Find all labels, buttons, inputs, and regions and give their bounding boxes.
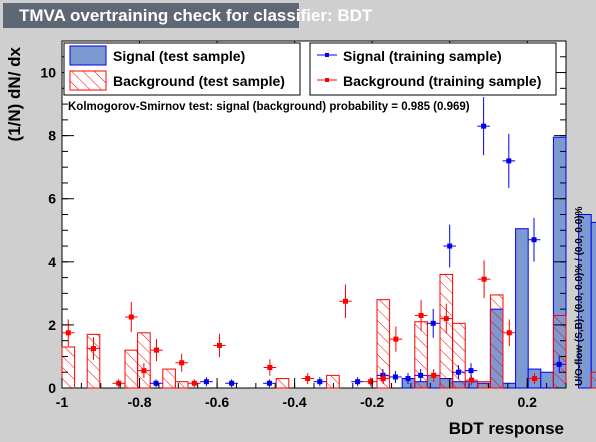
legend-background-test-swatch — [69, 70, 107, 91]
signal-train-point — [355, 379, 361, 385]
background-train-point — [531, 376, 537, 382]
y-axis-label: (1/N) dN/ dx — [5, 46, 24, 141]
background-train-point — [216, 342, 222, 348]
legend: Signal (test sample) Background (test sa… — [63, 42, 557, 96]
signal-test-bar — [590, 221, 596, 389]
signal-train-point — [405, 376, 411, 382]
background-test-bar — [124, 349, 139, 389]
chart-title: TMVA overtraining check for classifier: … — [3, 3, 372, 28]
background-train-point — [191, 380, 197, 386]
signal-train-point — [506, 158, 512, 164]
background-test-bar — [86, 333, 101, 389]
background-test-bar — [590, 371, 596, 389]
background-test-bar — [61, 346, 76, 389]
x-tick-label: 0 — [446, 394, 454, 410]
background-train-point — [179, 360, 185, 366]
y-tick-label: 6 — [48, 191, 56, 207]
legend-signal-test-swatch — [69, 45, 107, 66]
background-train-point — [90, 346, 96, 352]
training-points — [61, 97, 566, 388]
signal-train-point — [418, 372, 424, 378]
background-train-point — [368, 379, 374, 385]
signal-train-point — [481, 123, 487, 129]
y-tick-label: 2 — [48, 317, 56, 333]
legend-signal-train-marker — [325, 53, 329, 57]
signal-train-point — [266, 380, 272, 386]
legend-background-train-label: Background (training sample) — [343, 73, 541, 89]
legend-signal-train-label: Signal (training sample) — [343, 48, 502, 64]
y-tick-label: 10 — [40, 65, 56, 81]
signal-train-point — [455, 369, 461, 375]
x-tick-label: 0.2 — [517, 394, 537, 410]
legend-signal-test-label: Signal (test sample) — [113, 48, 245, 64]
background-test-bar — [162, 368, 176, 389]
background-train-point — [443, 316, 449, 322]
signal-train-point — [430, 320, 436, 326]
y-tick-label: 4 — [48, 254, 56, 270]
background-train-point — [342, 298, 348, 304]
background-train-point — [267, 364, 273, 370]
legend-background-test-label: Background (test sample) — [113, 73, 285, 89]
background-test-bar — [275, 378, 290, 389]
x-tick-label: -0.8 — [127, 394, 151, 410]
background-train-point — [380, 376, 386, 382]
background-train-point — [116, 380, 122, 386]
y-tick-label: 0 — [48, 380, 56, 396]
background-train-point — [393, 336, 399, 342]
signal-train-point — [531, 237, 537, 243]
background-train-point — [468, 377, 474, 383]
signal-train-point — [229, 380, 235, 386]
legend-background-train-marker — [325, 78, 329, 82]
background-test-bar — [137, 332, 151, 389]
x-tick-label: -0.4 — [283, 394, 307, 410]
background-test-bar — [174, 381, 189, 389]
x-tick-label: -0.6 — [205, 394, 229, 410]
signal-train-point — [447, 243, 453, 249]
background-train-point — [141, 368, 147, 374]
background-test-bar — [552, 314, 567, 389]
signal-test-bar — [502, 382, 517, 389]
x-axis-label: BDT response — [449, 419, 564, 438]
background-test-bar — [489, 294, 504, 389]
ks-test-label: Kolmogorov-Smirnov test: signal (backgro… — [68, 101, 470, 113]
signal-train-point — [556, 361, 562, 367]
background-train-point — [65, 330, 71, 336]
overflow-label: U/O-flow (S,B): (0.0, 0.0)% / (0.0, 0.0)… — [574, 206, 585, 386]
background-train-point — [305, 376, 311, 382]
signal-train-point — [203, 379, 209, 385]
background-train-point — [418, 312, 424, 318]
x-tick-label: -0.2 — [360, 394, 384, 410]
x-tick-label: -1 — [56, 394, 69, 410]
plot-frame — [61, 40, 567, 389]
y-tick-label: 8 — [48, 128, 56, 144]
signal-train-point — [317, 379, 323, 385]
signal-train-point — [153, 380, 159, 386]
background-train-point — [506, 330, 512, 336]
background-train-point — [128, 314, 134, 320]
background-train-point — [431, 372, 437, 378]
signal-test-bar — [515, 228, 529, 389]
background-test-bar — [376, 299, 391, 389]
background-train-point — [481, 276, 487, 282]
background-train-point — [153, 347, 159, 353]
signal-train-point — [468, 368, 474, 374]
signal-train-point — [392, 374, 398, 380]
